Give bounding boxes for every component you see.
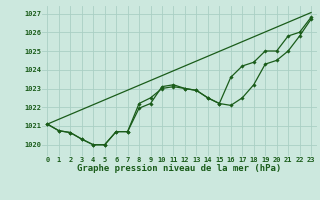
X-axis label: Graphe pression niveau de la mer (hPa): Graphe pression niveau de la mer (hPa) (77, 164, 281, 173)
